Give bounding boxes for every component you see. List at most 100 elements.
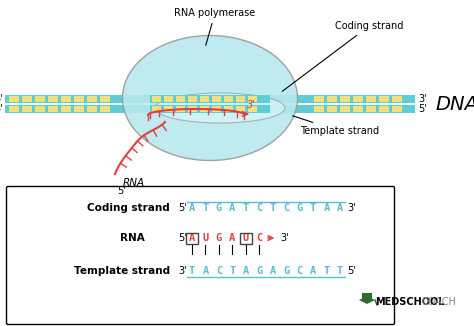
Bar xyxy=(366,96,376,102)
Text: C: C xyxy=(256,203,263,213)
Bar xyxy=(248,106,257,112)
Text: C: C xyxy=(216,266,222,276)
Bar xyxy=(236,96,245,102)
Text: T: T xyxy=(229,266,236,276)
Bar xyxy=(100,96,110,102)
Text: 3': 3' xyxy=(0,104,3,114)
Text: RNA polymerase: RNA polymerase xyxy=(174,8,255,45)
Text: T: T xyxy=(202,203,209,213)
Bar xyxy=(5,105,415,113)
Text: 5': 5' xyxy=(178,233,187,243)
Bar xyxy=(61,106,71,112)
Text: T: T xyxy=(310,203,316,213)
Text: Coding strand: Coding strand xyxy=(282,21,403,91)
Bar xyxy=(176,96,185,102)
Bar xyxy=(236,106,245,112)
Bar xyxy=(248,96,257,102)
Polygon shape xyxy=(359,296,375,304)
Bar xyxy=(340,96,350,102)
Bar xyxy=(188,106,197,112)
Text: U: U xyxy=(202,233,209,243)
Text: A: A xyxy=(189,233,195,243)
Bar xyxy=(353,106,363,112)
Bar xyxy=(35,96,45,102)
Bar xyxy=(22,106,32,112)
Bar xyxy=(200,106,209,112)
Bar xyxy=(186,232,198,244)
Bar xyxy=(212,96,221,102)
Text: A: A xyxy=(270,266,276,276)
Bar xyxy=(87,96,97,102)
Bar xyxy=(366,106,376,112)
Text: DNA: DNA xyxy=(435,96,474,114)
Bar xyxy=(152,106,161,112)
Bar xyxy=(362,293,372,300)
Bar xyxy=(327,106,337,112)
Bar xyxy=(5,95,415,103)
Bar xyxy=(200,96,209,102)
Text: A: A xyxy=(243,266,249,276)
Text: Coding strand: Coding strand xyxy=(87,203,170,213)
Bar xyxy=(74,106,84,112)
Bar xyxy=(224,96,233,102)
Bar xyxy=(224,106,233,112)
Bar xyxy=(164,106,173,112)
Bar xyxy=(392,96,402,102)
Bar xyxy=(240,232,252,244)
Text: MEDSCHOOL: MEDSCHOOL xyxy=(375,297,445,307)
Text: T: T xyxy=(243,203,249,213)
Bar xyxy=(150,105,270,113)
Text: 3': 3' xyxy=(418,94,427,104)
Text: Template strand: Template strand xyxy=(74,266,170,276)
Ellipse shape xyxy=(155,93,285,123)
Text: A: A xyxy=(310,266,316,276)
Text: 5': 5' xyxy=(0,94,3,104)
Text: 3': 3' xyxy=(280,233,289,243)
Bar xyxy=(48,96,58,102)
Bar xyxy=(392,106,402,112)
Text: 5': 5' xyxy=(418,104,427,114)
Text: G: G xyxy=(256,266,263,276)
Text: 5': 5' xyxy=(178,203,187,213)
Bar xyxy=(61,96,71,102)
Bar xyxy=(87,106,97,112)
Bar xyxy=(152,96,161,102)
Text: A: A xyxy=(202,266,209,276)
Ellipse shape xyxy=(122,36,298,160)
Text: Template strand: Template strand xyxy=(292,116,379,136)
Text: A: A xyxy=(229,203,236,213)
Text: C: C xyxy=(256,233,263,243)
Text: T: T xyxy=(323,266,330,276)
Text: RNA: RNA xyxy=(120,233,145,243)
Text: 5': 5' xyxy=(347,266,356,276)
Text: A: A xyxy=(337,203,343,213)
Text: G: G xyxy=(283,266,289,276)
Bar xyxy=(48,106,58,112)
Bar xyxy=(212,106,221,112)
Bar xyxy=(9,106,19,112)
Bar xyxy=(314,96,324,102)
Text: T: T xyxy=(189,266,195,276)
Bar xyxy=(150,95,270,103)
Bar xyxy=(327,96,337,102)
Text: G: G xyxy=(297,203,303,213)
Bar xyxy=(379,106,389,112)
Bar xyxy=(176,106,185,112)
Bar xyxy=(100,106,110,112)
Bar xyxy=(22,96,32,102)
Text: U: U xyxy=(243,233,249,243)
Bar xyxy=(353,96,363,102)
Text: 5': 5' xyxy=(117,186,126,196)
Text: A: A xyxy=(323,203,330,213)
FancyBboxPatch shape xyxy=(7,186,394,324)
Text: 3': 3' xyxy=(247,100,256,110)
Bar xyxy=(164,96,173,102)
Text: A: A xyxy=(229,233,236,243)
Bar xyxy=(35,106,45,112)
Text: T: T xyxy=(337,266,343,276)
Bar xyxy=(379,96,389,102)
Text: COACH: COACH xyxy=(422,297,457,307)
Bar xyxy=(188,96,197,102)
Text: 3': 3' xyxy=(347,203,356,213)
Text: C: C xyxy=(283,203,289,213)
